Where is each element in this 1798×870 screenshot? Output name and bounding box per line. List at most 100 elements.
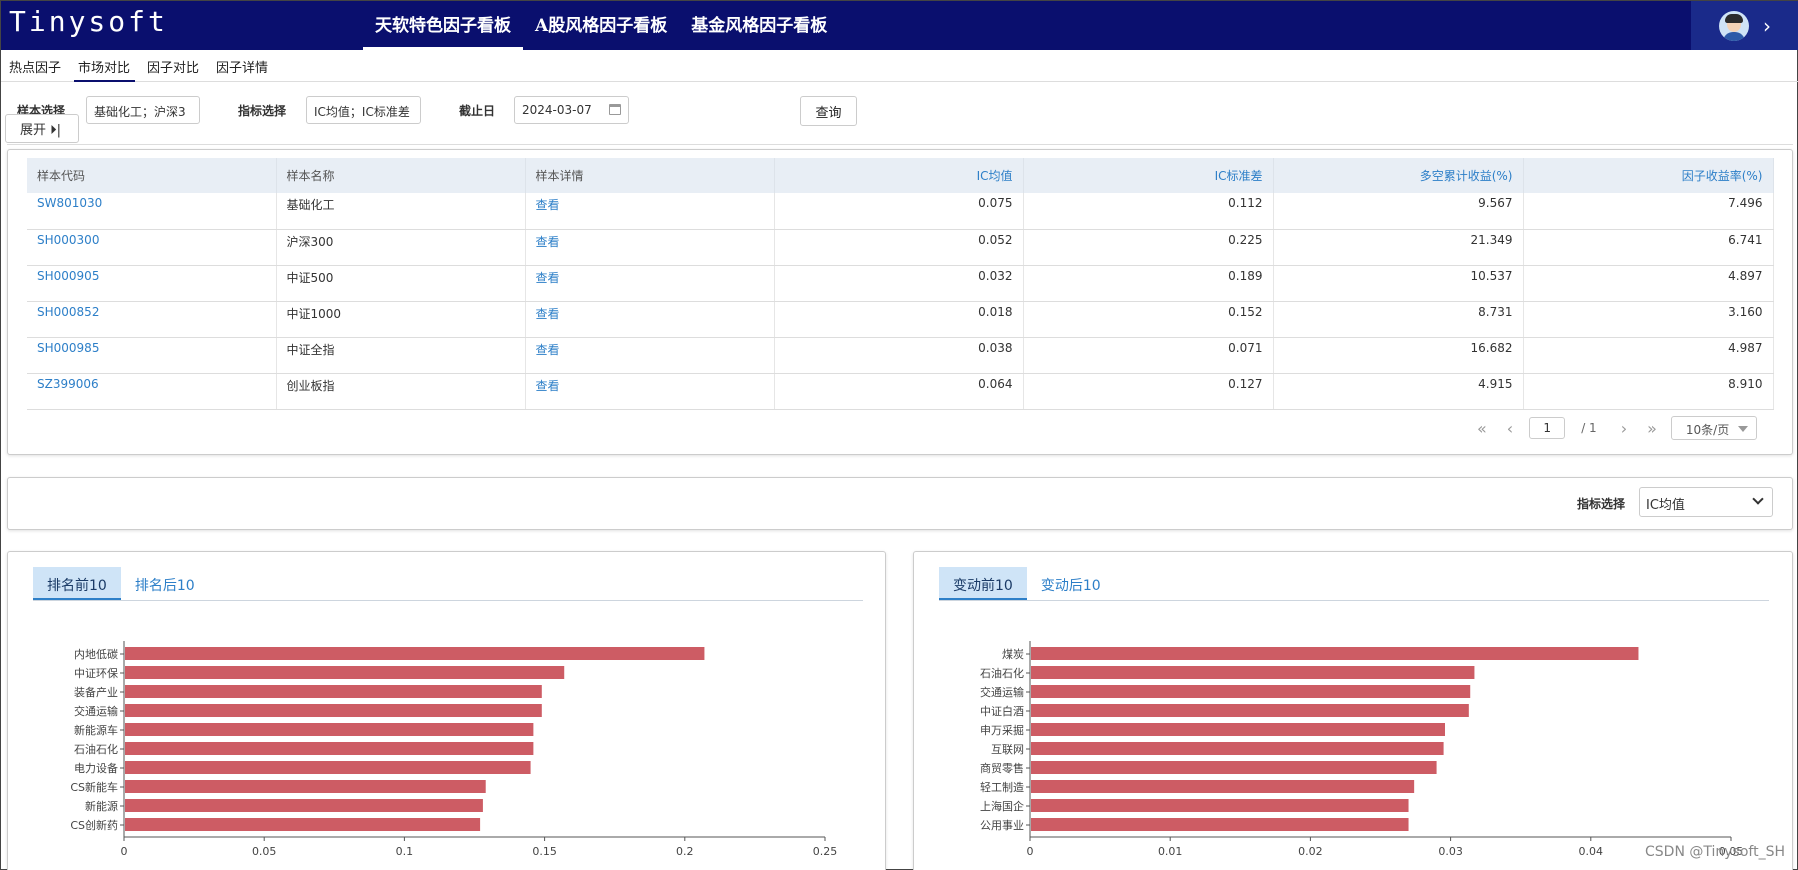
cell-sample-name: 中证1000 (276, 301, 526, 338)
cell-ic-std: 0.071 (1023, 337, 1274, 374)
table-row: SH000300 沪深300 查看 0.052 0.225 21.349 6.741 (27, 229, 1774, 266)
chart-bar (125, 780, 486, 793)
cell-view-link[interactable]: 查看 (525, 373, 775, 410)
y-tick-label: 中证白酒 (980, 704, 1024, 718)
cell-factor-return: 7.496 (1523, 193, 1774, 230)
table-header-row: 样本代码 样本名称 样本详情 IC均值 IC标准差 多空累计收益(%) 因子收益… (27, 158, 1774, 193)
last-page-icon[interactable]: » (1647, 418, 1657, 438)
tab-factor-compare[interactable]: 因子对比 (147, 61, 200, 76)
y-tick-label: 轻工制造 (980, 780, 1024, 794)
col-ic-mean[interactable]: IC均值 (774, 158, 1024, 193)
y-tick-label: 互联网 (991, 743, 1024, 756)
col-sample-name: 样本名称 (276, 158, 526, 193)
metric-label: 指标选择 (238, 104, 287, 118)
cell-ic-mean: 0.032 (774, 265, 1024, 302)
y-tick-label: 上海国企 (980, 799, 1024, 813)
cell-sample-name: 中证500 (276, 265, 526, 302)
sample-select[interactable]: 基础化工；沪深3 (86, 96, 200, 124)
tab-change-bottom10[interactable]: 变动后10 (1040, 578, 1101, 594)
y-tick-label: 申万采掘 (980, 723, 1024, 737)
col-sample-detail: 样本详情 (525, 158, 775, 193)
table-row: SW801030 基础化工 查看 0.075 0.112 9.567 7.496 (27, 193, 1774, 230)
table-row: SH000985 中证全指 查看 0.038 0.071 16.682 4.987 (27, 337, 1774, 374)
tab-hot-factors[interactable]: 热点因子 (9, 61, 62, 76)
cell-ic-mean: 0.064 (774, 373, 1024, 410)
nav-fund-style-board[interactable]: 基金风格因子看板 (691, 16, 828, 36)
metric-bar-select[interactable]: IC均值 (1639, 487, 1773, 517)
col-ic-std[interactable]: IC标准差 (1023, 158, 1274, 193)
chart-bar (125, 666, 565, 679)
y-tick-label: 装备产业 (74, 685, 118, 699)
cell-sample-code[interactable]: SZ399006 (27, 373, 277, 410)
end-date-value: 2024-03-07 (522, 103, 592, 117)
cell-sample-code[interactable]: SH000852 (27, 301, 277, 338)
cell-view-link[interactable]: 查看 (525, 301, 775, 338)
user-menu[interactable]: › (1691, 1, 1798, 50)
x-tick-label: 0.25 (813, 845, 838, 858)
cell-view-link[interactable]: 查看 (525, 337, 775, 374)
chart-bar (1031, 799, 1409, 812)
chart-bar (1031, 704, 1469, 717)
next-page-icon[interactable]: › (1620, 418, 1628, 438)
cell-ls-return: 21.349 (1273, 229, 1524, 266)
chart-bar (125, 799, 483, 812)
y-tick-label: 公用事业 (980, 819, 1024, 832)
sub-tabs: 热点因子 市场对比 因子对比 因子详情 (1, 50, 1798, 82)
main-nav: 天软特色因子看板 A股风格因子看板 基金风格因子看板 (363, 1, 839, 50)
end-date-input[interactable]: 2024-03-07 (514, 96, 629, 124)
cell-sample-code[interactable]: SH000300 (27, 229, 277, 266)
page-total: / 1 (1581, 421, 1597, 435)
cell-sample-code[interactable]: SW801030 (27, 193, 277, 230)
cell-view-link[interactable]: 查看 (525, 265, 775, 302)
cell-factor-return: 6.741 (1523, 229, 1774, 266)
tab-top10[interactable]: 排名前10 (33, 567, 121, 600)
tab-change-top10[interactable]: 变动前10 (939, 567, 1027, 600)
cell-sample-code[interactable]: SH000905 (27, 265, 277, 302)
x-tick-label: 0.02 (1298, 845, 1323, 858)
page-size-select[interactable]: 10条/页 (1670, 416, 1757, 440)
chevron-right-icon[interactable]: › (1763, 13, 1771, 38)
avatar[interactable] (1719, 10, 1749, 41)
nav-tinysoft-factor-board[interactable]: 天软特色因子看板 (363, 1, 523, 50)
metric-bar-value: IC均值 (1646, 498, 1685, 513)
metric-select[interactable]: IC均值；IC标准差 (306, 96, 421, 124)
query-button[interactable]: 查询 (800, 96, 857, 126)
chart-bar (125, 685, 542, 698)
cell-ic-std: 0.112 (1023, 193, 1274, 230)
chart-bar (1031, 742, 1444, 755)
cell-sample-code[interactable]: SH000985 (27, 337, 277, 374)
cell-factor-return: 4.897 (1523, 265, 1774, 302)
calendar-icon[interactable] (609, 104, 621, 115)
expand-button[interactable]: 展开 ⏵| (5, 114, 79, 143)
prev-page-icon[interactable]: ‹ (1506, 418, 1514, 438)
chart-bar (1031, 647, 1639, 660)
cell-ic-mean: 0.075 (774, 193, 1024, 230)
x-tick-label: 0.04 (1579, 845, 1604, 858)
chart-bar (125, 723, 534, 736)
first-page-icon[interactable]: « (1477, 418, 1487, 438)
caret-down-icon (1737, 426, 1748, 432)
cell-sample-name: 创业板指 (276, 373, 526, 410)
cell-ls-return: 8.731 (1273, 301, 1524, 338)
cell-view-link[interactable]: 查看 (525, 193, 775, 230)
chart-bar (1031, 818, 1409, 831)
page-number-input[interactable]: 1 (1529, 417, 1566, 439)
x-tick-label: 0.05 (1719, 845, 1744, 858)
cell-view-link[interactable]: 查看 (525, 229, 775, 266)
cell-factor-return: 3.160 (1523, 301, 1774, 338)
metric-bar-label: 指标选择 (1577, 497, 1626, 511)
x-tick-label: 0.15 (532, 845, 557, 858)
y-tick-label: 内地低碳 (74, 647, 118, 661)
tab-factor-detail[interactable]: 因子详情 (216, 61, 269, 76)
pagination: « ‹ 1 / 1 › » 10条/页 (1467, 416, 1757, 440)
cell-ic-mean: 0.038 (774, 337, 1024, 374)
nav-a-share-style-board[interactable]: A股风格因子看板 (535, 16, 668, 36)
col-factor-return[interactable]: 因子收益率(%) (1523, 158, 1774, 193)
col-ls-return[interactable]: 多空累计收益(%) (1273, 158, 1524, 193)
chart-bar (125, 704, 542, 717)
y-tick-label: 石油石化 (980, 666, 1024, 680)
tab-market-compare[interactable]: 市场对比 (74, 50, 136, 82)
col-sample-code: 样本代码 (27, 158, 277, 193)
tab-bottom10[interactable]: 排名后10 (134, 578, 195, 594)
filter-panel (7, 85, 1793, 145)
